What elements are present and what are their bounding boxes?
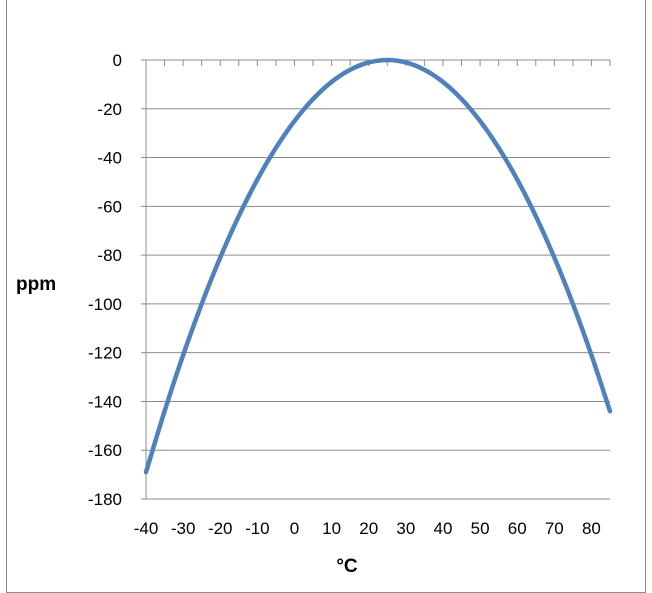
y-tick-label: -120 [88, 344, 122, 363]
x-tick-label: 30 [396, 519, 415, 538]
x-tick-label: 80 [582, 519, 601, 538]
x-axis-title: °C [336, 556, 358, 577]
axes [145, 60, 610, 500]
y-tick-label: -180 [88, 490, 122, 509]
x-tick-label: -20 [208, 519, 233, 538]
series-group [143, 57, 613, 475]
x-tick-label: 50 [471, 519, 490, 538]
x-tick-label: 70 [545, 519, 564, 538]
series-line [143, 57, 613, 475]
x-tick-label: 40 [433, 519, 452, 538]
x-tick-label: 0 [290, 519, 299, 538]
x-tick-label: 20 [359, 519, 378, 538]
y-tick-label: 0 [113, 51, 122, 70]
x-tick-label: -30 [171, 519, 196, 538]
x-tick-label: -10 [245, 519, 270, 538]
x-tick-label: -40 [134, 519, 159, 538]
grid-lines [146, 59, 610, 451]
y-tick-label: -100 [88, 295, 122, 314]
y-tick-label: -140 [88, 392, 122, 411]
x-tick-label: 10 [322, 519, 341, 538]
x-tick-labels: -40 -30 -20 -10 0 10 20 30 40 50 60 70 80 [134, 519, 601, 538]
y-tick-label: -20 [97, 100, 122, 119]
y-axis-title: ppm [16, 274, 56, 295]
y-tick-label: -40 [97, 149, 122, 168]
x-tick-label: 60 [508, 519, 527, 538]
y-tick-label: -160 [88, 441, 122, 460]
y-tick-label: -60 [97, 197, 122, 216]
tick-marks [141, 59, 611, 500]
y-tick-labels: 0 -20 -40 -60 -80 -100 -120 -140 -160 -180 [88, 51, 122, 509]
y-tick-label: -80 [97, 246, 122, 265]
